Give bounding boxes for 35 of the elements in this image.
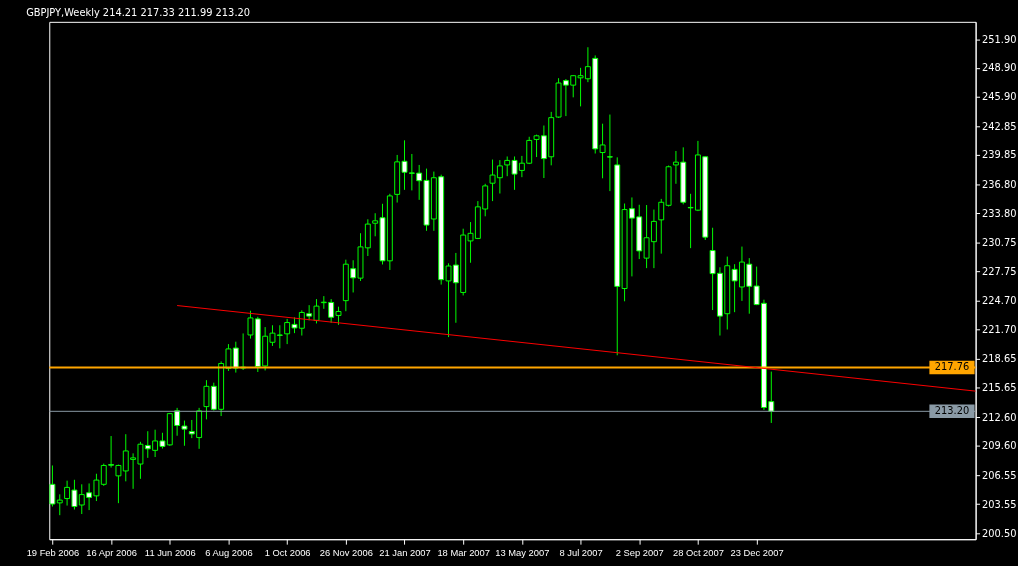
x-tick-label: 13 May 2007 xyxy=(495,548,550,559)
x-tick-label: 6 Aug 2006 xyxy=(205,548,253,559)
y-tick-label: 212.60 xyxy=(982,411,1017,423)
y-tick-label: 239.85 xyxy=(982,149,1017,161)
x-tick-label: 1 Oct 2006 xyxy=(264,548,311,559)
x-tick-label: 11 Jun 2006 xyxy=(144,548,196,559)
y-tick-label: 236.80 xyxy=(982,178,1017,190)
x-tick-label: 19 Feb 2006 xyxy=(26,548,80,559)
x-tick-label: 16 Apr 2006 xyxy=(86,548,137,559)
chart-title: GBPJPY,Weekly 214.21 217.33 211.99 213.20 xyxy=(26,6,251,18)
y-tick-label: 209.60 xyxy=(982,440,1017,452)
y-tick-label: 200.50 xyxy=(982,527,1017,539)
y-tick-label: 248.90 xyxy=(982,62,1017,74)
y-tick-label: 227.75 xyxy=(982,265,1017,277)
y-tick-label: 203.55 xyxy=(982,498,1017,510)
y-tick-label: 221.70 xyxy=(982,324,1017,336)
ref-line-label: 217.76 xyxy=(934,361,970,373)
x-tick-label: 23 Dec 2007 xyxy=(730,548,784,559)
y-tick-label: 206.55 xyxy=(982,469,1017,481)
x-tick-label: 21 Jan 2007 xyxy=(379,548,431,559)
y-tick-label: 245.90 xyxy=(982,91,1017,103)
x-tick-label: 8 Jul 2007 xyxy=(559,548,603,559)
y-tick-label: 242.85 xyxy=(982,120,1017,132)
candlestick xyxy=(606,114,613,192)
x-tick-label: 26 Nov 2006 xyxy=(319,548,373,559)
y-tick-label: 233.80 xyxy=(982,207,1017,219)
y-tick-label: 218.65 xyxy=(982,353,1017,365)
ref-line-label: 213.20 xyxy=(934,405,970,417)
x-tick-label: 18 Mar 2007 xyxy=(437,548,490,559)
y-tick-label: 215.65 xyxy=(982,382,1017,394)
y-tick-label: 251.90 xyxy=(982,33,1017,45)
y-tick-label: 230.75 xyxy=(982,237,1017,248)
x-tick-label: 2 Sep 2007 xyxy=(615,548,664,559)
x-tick-label: 28 Oct 2007 xyxy=(672,548,724,559)
y-tick-label: 224.70 xyxy=(982,295,1017,307)
